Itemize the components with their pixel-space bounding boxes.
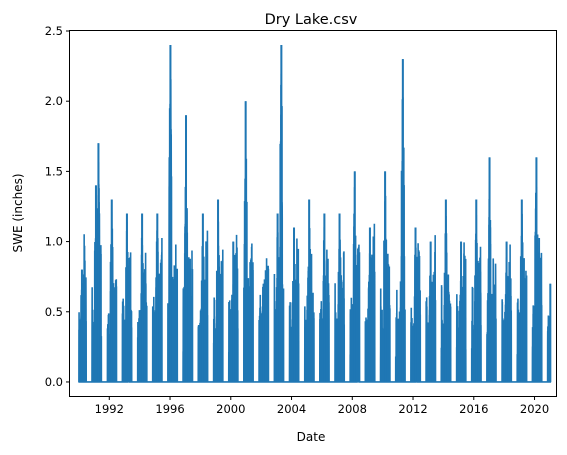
- x-axis-label: Date: [297, 430, 326, 444]
- chart-title: Dry Lake.csv: [265, 12, 358, 28]
- x-tick-label: 2016: [459, 402, 488, 416]
- y-axis: 0.0 0.5 1.0 1.5 2.0 2.5: [45, 24, 70, 389]
- y-tick-label: 0.5: [45, 305, 63, 319]
- plot-frame: [69, 30, 557, 397]
- x-tick-label: 1996: [155, 402, 184, 416]
- y-tick-label: 1.0: [45, 235, 63, 249]
- x-tick-label: 2012: [398, 402, 427, 416]
- x-tick-label: 2020: [520, 402, 549, 416]
- x-axis: 1992 1996 2000 2004 2008 2012 2016 2020: [95, 396, 549, 416]
- x-tick-label: 2004: [277, 402, 306, 416]
- y-tick-label: 2.5: [45, 24, 63, 38]
- y-tick-label: 1.5: [45, 164, 63, 178]
- y-axis-label: SWE (inches): [11, 173, 25, 252]
- plot-area: [78, 45, 552, 383]
- x-tick-label: 2008: [338, 402, 367, 416]
- y-tick-label: 0.0: [45, 375, 63, 389]
- x-tick-label: 2000: [216, 402, 245, 416]
- y-tick-label: 2.0: [45, 94, 63, 108]
- x-tick-label: 1992: [95, 402, 124, 416]
